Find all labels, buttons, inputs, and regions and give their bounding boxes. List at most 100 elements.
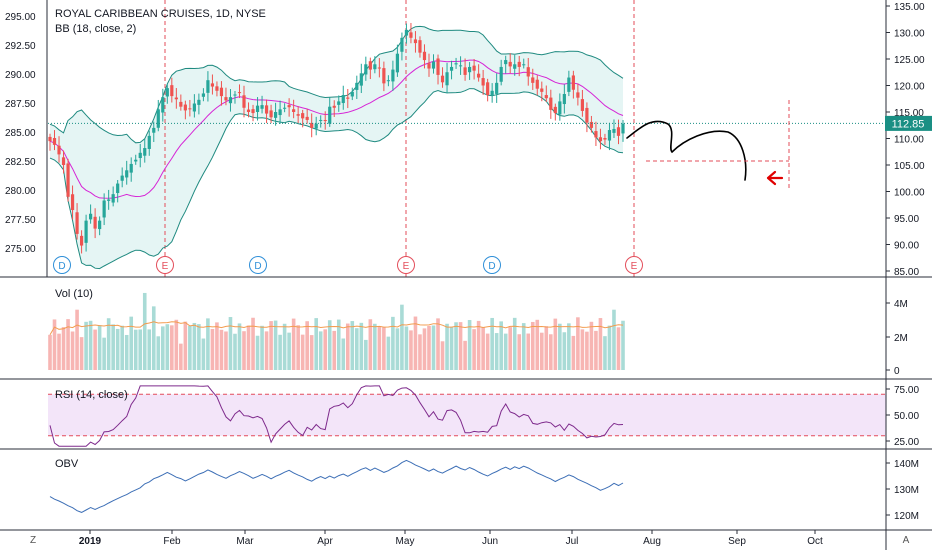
rsi-axis-tick: 75.00 bbox=[894, 385, 919, 396]
candle bbox=[255, 97, 260, 121]
vol-pane-title[interactable]: Vol (10) bbox=[55, 288, 93, 300]
volume-bars bbox=[48, 292, 625, 370]
volume-bar bbox=[174, 319, 179, 370]
candle bbox=[278, 100, 282, 124]
vol-axis-tick: 0 bbox=[894, 366, 900, 377]
volume-bar bbox=[585, 331, 589, 370]
volume-bar bbox=[485, 333, 490, 370]
freehand-drawing[interactable] bbox=[626, 120, 747, 181]
candle bbox=[102, 193, 106, 226]
candle bbox=[79, 230, 84, 254]
rsi-pane-title[interactable]: RSI (14, close) bbox=[55, 389, 128, 401]
earnings-marker[interactable]: E bbox=[397, 256, 415, 274]
right-axis-tick: 125.00 bbox=[894, 55, 925, 66]
volume-bar bbox=[192, 322, 197, 370]
candle bbox=[201, 88, 206, 102]
volume-bar bbox=[133, 329, 138, 370]
volume-bar bbox=[512, 317, 517, 370]
volume-bar bbox=[368, 319, 373, 370]
candle bbox=[368, 57, 372, 80]
volume-bar bbox=[151, 306, 156, 370]
candle bbox=[61, 150, 66, 174]
arrow-icon[interactable] bbox=[766, 170, 784, 186]
bb-indicator-label[interactable]: BB (18, close, 2) bbox=[55, 23, 136, 35]
candle bbox=[549, 89, 553, 119]
volume-bar bbox=[530, 321, 535, 370]
right-price-axis[interactable]: 135.00 130.00 125.00 120.00 115.00 110.00 105.… bbox=[886, 2, 925, 278]
candle bbox=[477, 64, 481, 82]
candle bbox=[535, 75, 539, 96]
candle bbox=[427, 53, 431, 77]
left-axis-tick: 287.50 bbox=[5, 99, 36, 110]
time-axis[interactable]: 2019 Feb Mar Apr May Jun Jul Aug Sep Oct bbox=[79, 530, 823, 547]
volume-bar bbox=[147, 329, 152, 370]
auto-scale-button[interactable]: A bbox=[903, 535, 910, 546]
volume-bar bbox=[454, 322, 458, 370]
candle bbox=[467, 62, 472, 80]
volume-bar bbox=[300, 334, 305, 370]
candle bbox=[603, 133, 607, 145]
volume-bar bbox=[373, 323, 377, 370]
volume-bar bbox=[75, 309, 79, 370]
volume-bar bbox=[170, 325, 174, 370]
candle bbox=[607, 122, 612, 151]
volume-bar bbox=[332, 330, 337, 370]
candle bbox=[576, 83, 580, 106]
candle bbox=[215, 81, 219, 97]
obv-axis-tick: 130M bbox=[894, 485, 919, 496]
volume-bar bbox=[287, 332, 291, 370]
candle bbox=[558, 93, 562, 121]
volume-bar bbox=[188, 325, 192, 370]
candle bbox=[192, 94, 196, 118]
dividend-marker[interactable]: D bbox=[249, 256, 267, 274]
bollinger-band-fill bbox=[50, 26, 623, 269]
dividend-marker[interactable]: D bbox=[483, 256, 501, 274]
earnings-marker[interactable]: E bbox=[156, 256, 174, 274]
time-axis-tick: Mar bbox=[236, 536, 254, 547]
candle bbox=[251, 104, 255, 122]
volume-bar bbox=[539, 332, 544, 370]
user-drawings[interactable] bbox=[626, 100, 790, 188]
earnings-marker[interactable]: E bbox=[625, 256, 643, 274]
volume-bar bbox=[93, 329, 97, 370]
candle bbox=[48, 133, 52, 151]
volume-bar bbox=[120, 325, 124, 370]
candle bbox=[143, 138, 147, 163]
candle bbox=[93, 208, 97, 239]
obv-pane[interactable]: 140M 130M 120M bbox=[49, 459, 919, 522]
volume-bar bbox=[97, 325, 102, 370]
volume-bar bbox=[327, 320, 332, 370]
volume-ma-line bbox=[49, 321, 624, 336]
candle bbox=[138, 143, 142, 168]
candle bbox=[116, 180, 120, 203]
rsi-axis-tick: 50.00 bbox=[894, 411, 919, 422]
rsi-line bbox=[49, 385, 624, 447]
candle bbox=[490, 83, 494, 103]
volume-bar bbox=[458, 322, 463, 370]
candle bbox=[210, 74, 215, 95]
volume-bar bbox=[598, 318, 603, 370]
volume-bar bbox=[233, 333, 237, 370]
volume-pane[interactable]: 4M 2M 0 bbox=[48, 292, 908, 377]
volume-bar bbox=[52, 319, 57, 370]
candle bbox=[400, 32, 404, 61]
right-axis-tick: 85.00 bbox=[894, 267, 919, 278]
timezone-toggle-button[interactable]: Z bbox=[30, 535, 36, 546]
candle bbox=[242, 85, 246, 118]
left-axis-tick: 290.00 bbox=[5, 70, 36, 81]
rsi-pane[interactable]: 75.00 50.00 25.00 bbox=[48, 385, 919, 448]
dividend-marker[interactable]: D bbox=[53, 256, 71, 274]
obv-pane-title[interactable]: OBV bbox=[55, 458, 79, 470]
candle bbox=[305, 108, 309, 124]
candle bbox=[585, 102, 589, 133]
volume-bar bbox=[165, 324, 170, 370]
volume-bar bbox=[115, 328, 120, 370]
volume-bar bbox=[612, 309, 616, 370]
candle bbox=[580, 89, 584, 117]
volume-bar bbox=[382, 327, 386, 370]
